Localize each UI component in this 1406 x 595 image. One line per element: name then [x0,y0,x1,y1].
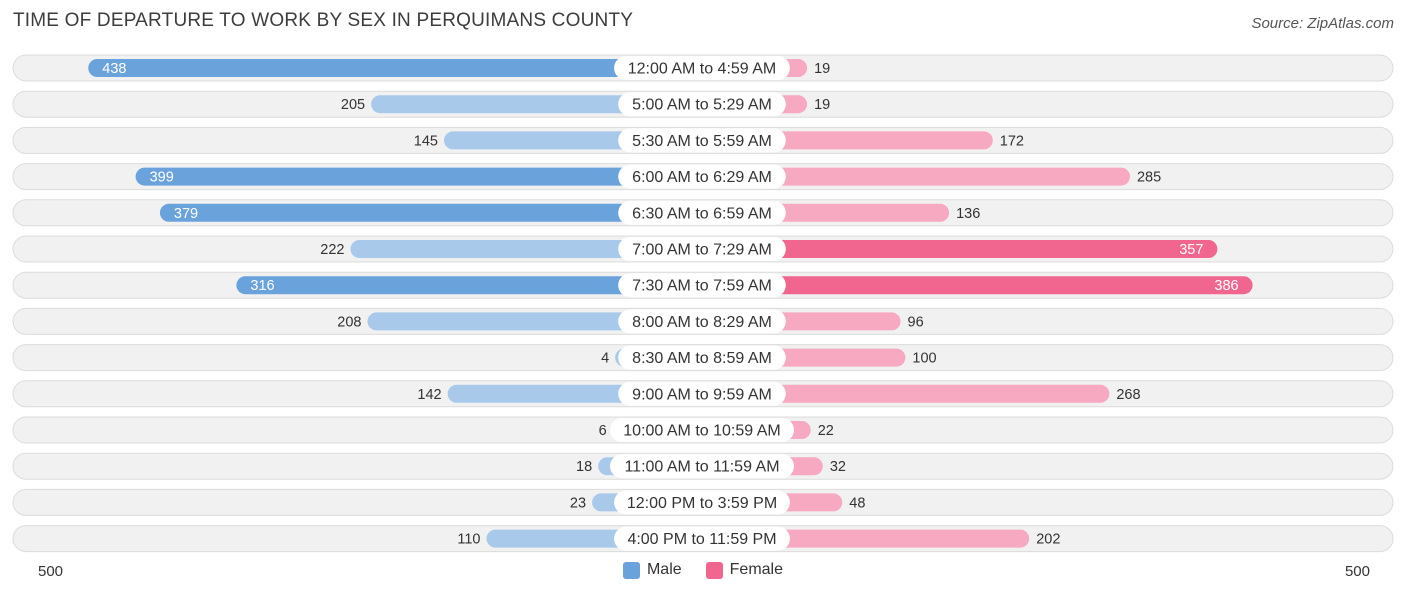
value-label-male: 142 [417,387,441,403]
value-label-male: 399 [150,170,174,186]
value-label-male: 438 [102,61,126,77]
legend-swatch-male [622,561,640,579]
value-label-female: 100 [912,351,936,367]
category-pill [610,418,794,442]
chart-row: 8:30 AM to 8:59 AM 4 100 [12,344,1394,372]
chart-row: 8:00 AM to 8:29 AM 208 96 [12,307,1394,335]
bar-male [159,203,703,222]
category-label: 8:30 AM to 8:59 AM [632,350,772,367]
axis-left-label: 500 [38,563,64,580]
category-pill [618,200,786,225]
value-label-male: 316 [250,278,274,294]
category-label: 10:00 AM to 10:59 AM [623,423,780,440]
legend-label-female: Female [729,561,784,578]
value-label-male: 379 [174,206,198,222]
value-label-male: 145 [414,133,438,149]
category-pill [618,164,786,189]
bar-male [367,312,702,331]
value-label-male: 6 [599,423,607,439]
value-label-male: 205 [341,97,365,113]
category-label: 7:30 AM to 7:59 AM [632,278,772,295]
value-label-male: 18 [576,459,592,475]
value-label-female: 172 [1000,133,1024,149]
category-label: 4:00 PM to 11:59 PM [627,531,776,548]
value-label-male: 23 [570,495,586,511]
legend-label-male: Male [646,561,682,578]
value-label-female: 285 [1137,170,1161,186]
legend-swatch-female [705,561,723,579]
value-label-female: 19 [814,97,830,113]
category-label: 5:30 AM to 5:59 AM [632,133,772,150]
legend-item-female[interactable]: Female [705,561,784,579]
chart-title: TIME OF DEPARTURE TO WORK BY SEX IN PERQ… [13,10,634,31]
category-label: 9:00 AM to 9:59 AM [632,386,772,403]
value-label-female: 202 [1036,532,1060,548]
category-label: 12:00 PM to 3:59 PM [627,495,777,512]
value-label-male: 110 [457,532,480,548]
value-label-male: 4 [601,351,609,367]
category-pill [618,345,786,370]
value-label-male: 208 [337,314,361,330]
category-pill [614,490,790,515]
chart-row: 11:00 AM to 11:59 AM 18 32 [12,452,1394,480]
category-pill [618,309,786,334]
chart-row: 5:30 AM to 5:59 AM 145 172 [12,126,1394,154]
value-label-female: 19 [814,61,830,77]
category-label: 5:00 AM to 5:29 AM [632,97,772,114]
chart-row: 12:00 PM to 3:59 PM 23 48 [12,488,1394,516]
category-pill [618,381,786,406]
value-label-female: 357 [1179,242,1203,258]
category-pill [618,237,786,261]
chart-row: 10:00 AM to 10:59 AM 6 22 [12,416,1394,444]
value-label-female: 96 [908,314,924,330]
bar-female [702,276,1253,295]
category-label: 11:00 AM to 11:59 AM [624,459,779,476]
chart-row: 5:00 AM to 5:29 AM 205 19 [12,90,1394,118]
value-label-female: 22 [818,423,834,439]
axis-right-label: 500 [1344,563,1370,580]
legend-item-male[interactable]: Male [622,561,682,579]
value-label-female: 48 [849,495,865,511]
chart-row: 4:00 PM to 11:59 PM 110 202 [12,525,1394,553]
bar-male [135,167,702,186]
value-label-female: 136 [956,206,980,222]
category-pill [618,128,786,153]
bar-female [702,167,1130,186]
value-label-female: 386 [1214,278,1238,294]
chart-row: 12:00 AM to 4:59 AM 438 19 [12,54,1394,82]
bar-male [236,276,702,295]
bar-male [350,240,702,258]
bar-female [702,240,1218,258]
chart-row: 7:30 AM to 7:59 AM 316 386 [12,271,1394,299]
category-pill [614,56,790,80]
category-pill [610,454,794,479]
category-label: 6:30 AM to 6:59 AM [632,205,772,222]
chart-row: 6:00 AM to 6:29 AM 399 285 [12,163,1394,191]
category-label: 12:00 AM to 4:59 AM [628,61,777,78]
value-label-female: 32 [830,459,846,475]
source-label: Source: ZipAtlas.com [1251,15,1394,32]
bar-male [88,59,702,77]
legend: Male Female [0,561,1406,579]
category-pill [614,526,790,551]
value-label-male: 222 [320,242,344,258]
chart-row: 7:00 AM to 7:29 AM 222 357 [12,235,1394,263]
value-label-female: 268 [1116,387,1140,403]
category-label: 6:00 AM to 6:29 AM [632,169,772,186]
category-label: 8:00 AM to 8:29 AM [632,314,772,331]
category-pill [618,273,786,298]
category-label: 7:00 AM to 7:29 AM [632,242,772,259]
category-pill [618,92,786,117]
chart-row: 9:00 AM to 9:59 AM 142 268 [12,380,1394,408]
chart-row: 6:30 AM to 6:59 AM 379 136 [12,199,1394,227]
bar-female [702,384,1110,403]
